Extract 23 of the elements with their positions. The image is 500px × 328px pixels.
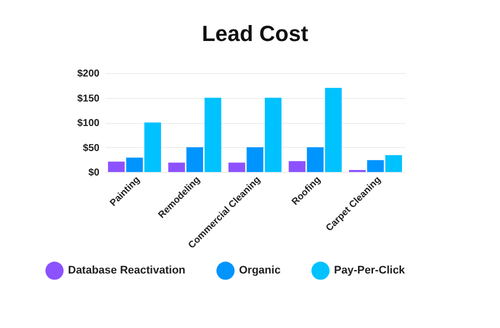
- y-tick-label: $0: [88, 168, 100, 178]
- legend-label: Pay-Per-Click: [334, 264, 406, 277]
- bar: [264, 98, 282, 172]
- bar: [306, 147, 324, 172]
- y-tick-label: $200: [77, 68, 100, 80]
- y-tick-label: $150: [77, 93, 100, 104]
- bar: [288, 161, 306, 172]
- chart-title: Lead Cost: [202, 21, 309, 46]
- y-tick-label: $100: [77, 118, 100, 129]
- bar: [126, 158, 143, 172]
- bar: [108, 162, 125, 172]
- bar: [168, 162, 185, 172]
- legend-label: Database Reactivation: [68, 264, 186, 277]
- bar: [367, 160, 384, 172]
- bar: [246, 147, 264, 172]
- bar: [144, 122, 162, 172]
- y-tick-label: $50: [82, 142, 100, 154]
- bar: [325, 88, 342, 172]
- bar: [186, 147, 204, 172]
- legend-label: Organic: [239, 264, 281, 277]
- bar: [228, 162, 246, 172]
- bar: [204, 98, 222, 172]
- bar: [385, 155, 402, 172]
